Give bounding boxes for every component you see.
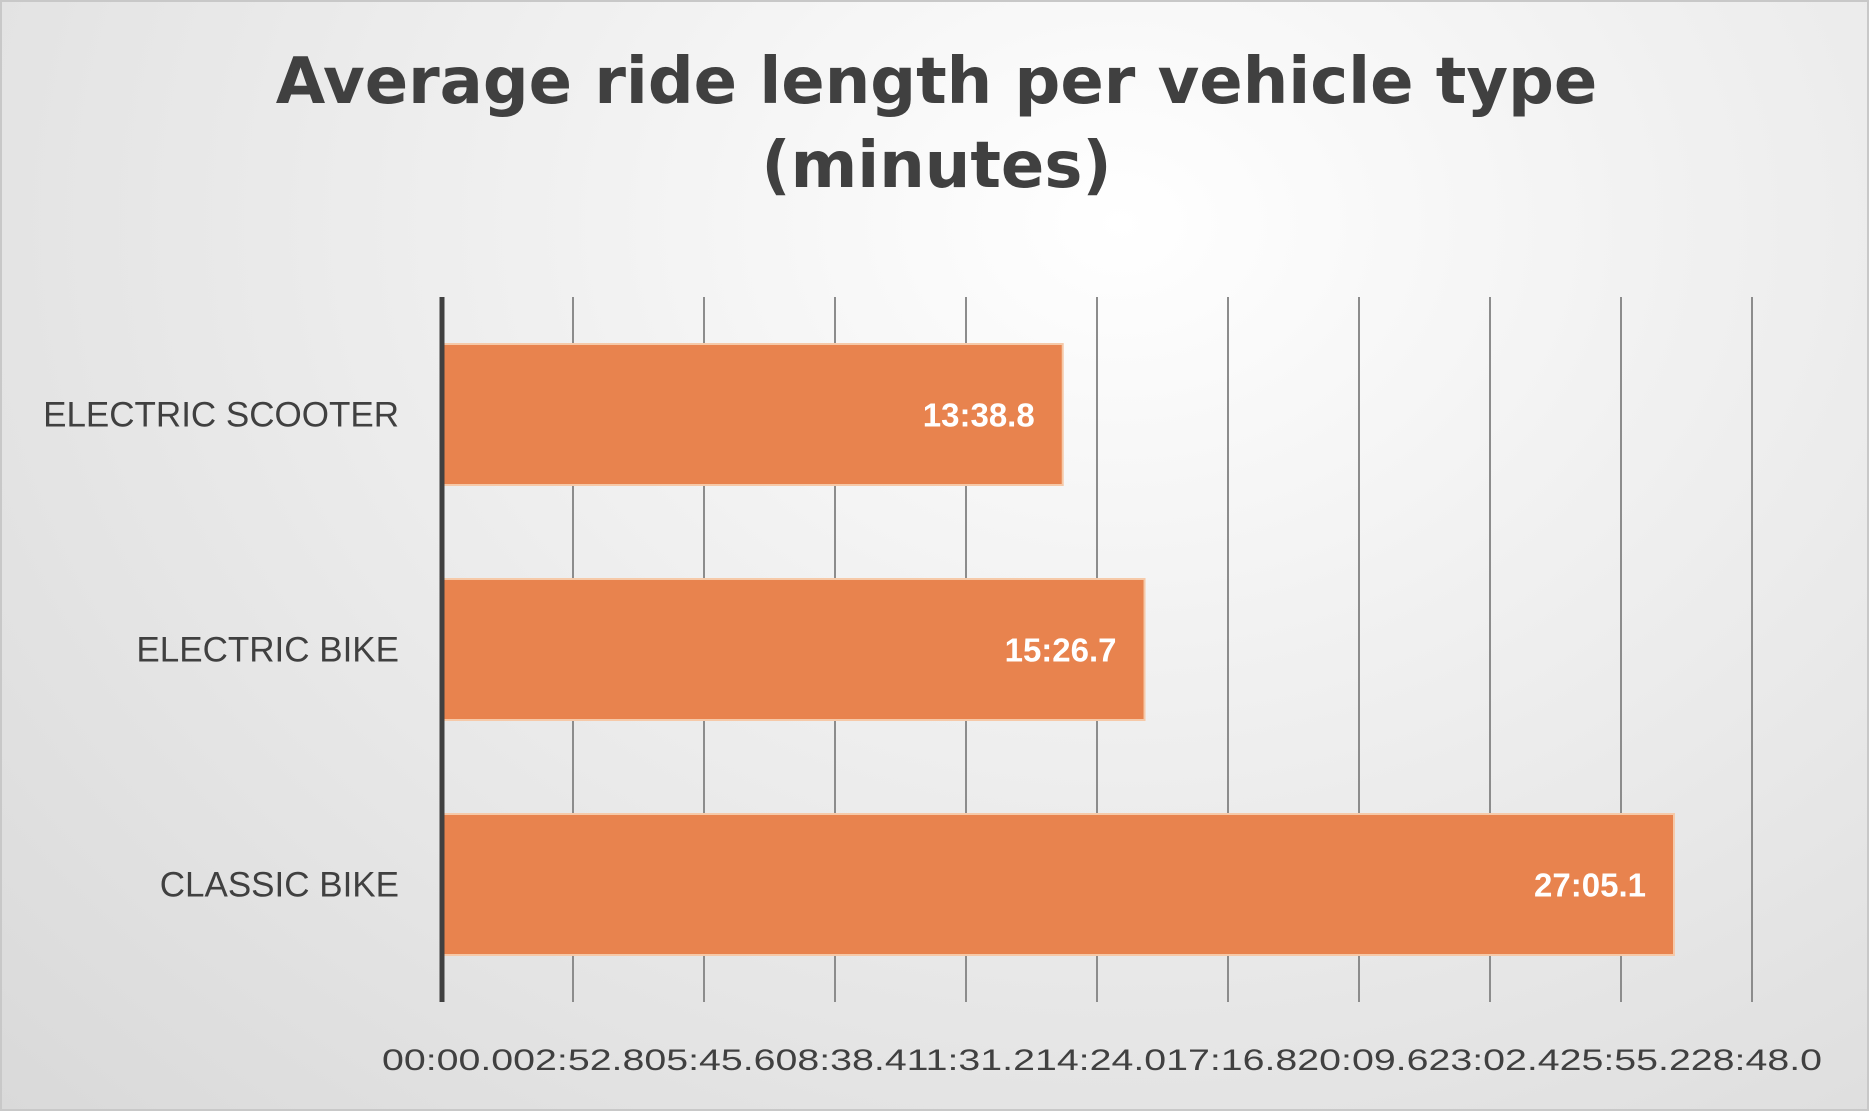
bar [441, 578, 1146, 721]
bar-value-label: 15:26.7 [1005, 632, 1117, 669]
chart-title: Average ride length per vehicle type (mi… [2, 40, 1867, 208]
bar-value-label: 27:05.1 [1534, 867, 1646, 904]
x-tick-label: 23:02.4 [1428, 1044, 1559, 1077]
bar [441, 813, 1675, 956]
chart-title-line-1: Average ride length per vehicle type [275, 45, 1598, 119]
bars [441, 343, 1675, 956]
x-tick-label: 11:31.2 [907, 1044, 1035, 1077]
category-label: ELECTRIC BIKE [136, 631, 399, 670]
bar [441, 343, 1064, 486]
x-tick-label: 14:24.0 [1035, 1044, 1166, 1077]
x-tick-labels: 00:00.0 02:52.8 05:45.6 08:38.4 11:31.2 14:24… [382, 1044, 1822, 1077]
category-label: ELECTRIC SCOOTER [43, 396, 399, 435]
x-tick-label: 08:38.4 [776, 1044, 907, 1077]
labels: 00:00.0 02:52.8 05:45.6 08:38.4 11:31.2 14:24… [43, 396, 1822, 1078]
x-tick-label: 05:45.6 [644, 1044, 775, 1077]
chart-title-line-2: (minutes) [761, 129, 1112, 203]
x-tick-label: 28:48.0 [1691, 1044, 1822, 1077]
x-tick-label: 00:00.0 [382, 1044, 513, 1077]
x-tick-label: 25:55.2 [1560, 1044, 1691, 1077]
bar-value-label: 13:38.8 [923, 397, 1035, 434]
x-tick-label: 02:52.8 [513, 1044, 644, 1077]
x-tick-label: 20:09.6 [1297, 1044, 1428, 1077]
category-label: CLASSIC BIKE [160, 866, 399, 905]
x-tick-label: 17:16.8 [1166, 1044, 1297, 1077]
